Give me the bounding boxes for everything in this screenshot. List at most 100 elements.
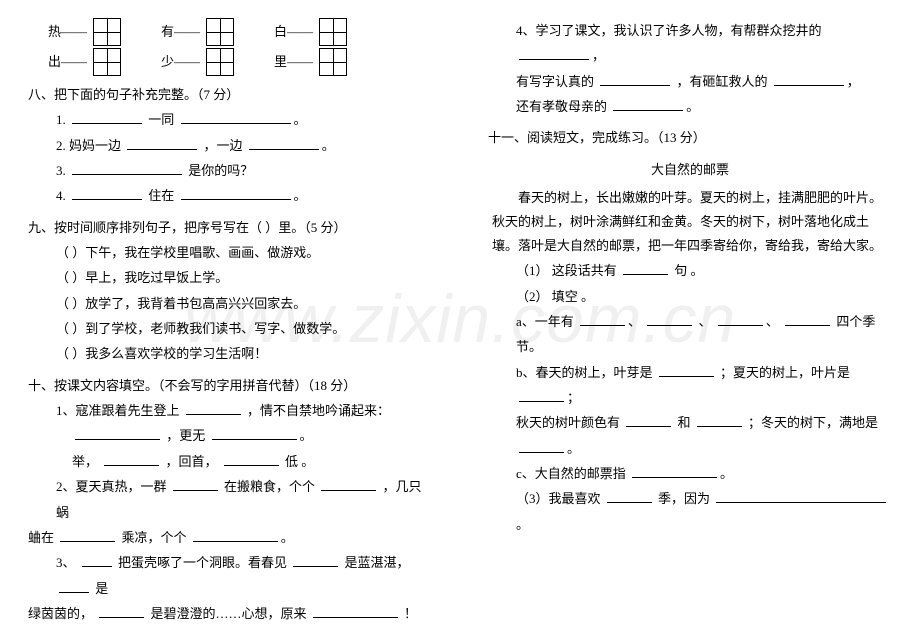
q8-3: 3. 是你的吗？ <box>28 158 432 183</box>
text: 2、夏天真热，一群 <box>56 479 167 494</box>
text: ，情不自禁地吟诵起来： <box>247 403 390 418</box>
q9-line: （ ）到了学校，老师教我们读书、写字、做数学。 <box>28 316 432 341</box>
q10-4b: 有写字认真的 ，有砸缸救人的 ， <box>488 69 892 94</box>
q11-2b: b、春天的树上，叶芽是 ；夏天的树上，叶片是 ； <box>488 360 892 411</box>
blank <box>186 401 241 415</box>
text: 和 <box>678 415 691 430</box>
box-label: 出—— <box>48 49 87 74</box>
blank <box>212 426 297 440</box>
text: 季，因为 <box>658 491 710 506</box>
q10-3: 3、 把蛋壳啄了一个洞眼。看春见 是蓝湛湛， 是 <box>28 550 432 601</box>
q10-2b: 蛐在 乘凉，个个 。 <box>28 525 432 550</box>
q8-4: 4. 住在 。 <box>28 183 432 208</box>
text: （1） 这段话共有 <box>516 263 617 278</box>
text: （3）我最喜欢 <box>516 491 601 506</box>
blank <box>716 489 886 503</box>
blank <box>580 312 625 326</box>
left-column: 热—— 有—— 白—— 出—— 少—— 里—— 八、把下面的句子补充完整。（7 … <box>0 0 460 637</box>
text: 乘凉，个个 <box>122 530 187 545</box>
text: 住在 <box>148 188 174 203</box>
text: 3. <box>56 163 66 178</box>
tian-grid <box>319 48 347 76</box>
box-label: 热—— <box>48 19 87 44</box>
blank <box>632 464 717 478</box>
box-item: 出—— <box>48 48 121 76</box>
blank <box>519 388 564 402</box>
text: 秋天的树叶颜色有 <box>516 415 620 430</box>
blank <box>82 553 112 567</box>
blank <box>697 413 742 427</box>
section-8-title: 八、把下面的句子补充完整。（7 分） <box>28 82 432 107</box>
tian-grid <box>93 18 121 46</box>
char-box-row-1: 热—— 有—— 白—— <box>28 18 432 46</box>
blank <box>647 312 692 326</box>
text: 是碧澄澄的……心想，原来 <box>151 606 307 621</box>
text: 4. <box>56 188 66 203</box>
q11-2: （2） 填空 。 <box>488 284 892 309</box>
blank <box>659 362 714 376</box>
text: 有写字认真的 <box>516 74 594 89</box>
q8-1: 1. 一同 。 <box>28 107 432 132</box>
q11-3: （3）我最喜欢 季，因为 。 <box>488 486 892 537</box>
text: 举， <box>72 454 98 469</box>
story-title: 大自然的邮票 <box>488 157 892 182</box>
text: 蛐在 <box>28 530 54 545</box>
tian-grid <box>206 48 234 76</box>
text: 1. <box>56 112 66 127</box>
blank <box>607 489 652 503</box>
q10-2: 2、夏天真热，一群 在搬粮食，个个 ，几只蜗 <box>28 474 432 525</box>
blank <box>313 604 398 618</box>
q11-2c: 秋天的树叶颜色有 和 ；冬天的树下，满地是 。 <box>488 410 892 461</box>
blank <box>181 110 291 124</box>
text: 还有孝敬母亲的 <box>516 99 607 114</box>
text: c、大自然的邮票指 <box>516 466 626 481</box>
blank <box>249 135 319 149</box>
box-label: 白—— <box>274 19 313 44</box>
q10-1c: 举， ，回首， 低 。 <box>28 449 432 474</box>
box-item: 白—— <box>274 18 347 46</box>
q9-line: （ ）下午，我在学校里唱歌、画画、做游戏。 <box>28 240 432 265</box>
blank <box>59 578 89 592</box>
blank <box>104 452 159 466</box>
text: 3、 <box>56 555 76 570</box>
blank <box>293 553 338 567</box>
blank <box>613 97 683 111</box>
text: 句 。 <box>674 263 703 278</box>
section-9-title: 九、按时间顺序排列句子，把序号写在（ ）里。（5 分） <box>28 215 432 240</box>
text: b、春天的树上，叶芽是 <box>516 365 653 380</box>
right-column: 4、学习了课文，我认识了许多人物，有帮群众挖井的 ， 有写字认真的 ，有砸缸救人… <box>460 0 920 637</box>
q10-1: 1、寇准跟着先生登上 ，情不自禁地吟诵起来： <box>28 398 432 423</box>
blank <box>72 110 142 124</box>
q10-4c: 还有孝敬母亲的 。 <box>488 94 892 119</box>
tian-grid <box>319 18 347 46</box>
q10-1b: ，更无 。 <box>28 423 432 448</box>
box-item: 热—— <box>48 18 121 46</box>
blank <box>600 71 670 85</box>
text: 绿茵茵的， <box>28 606 93 621</box>
q11-2a: a、一年有 、 、 、 四个季节。 <box>488 309 892 360</box>
box-label: 里—— <box>274 49 313 74</box>
text: ，一边 <box>204 138 243 153</box>
q9-line: （ ）早上，我吃过早饭上学。 <box>28 265 432 290</box>
text: 是 <box>95 581 108 596</box>
text: 是你的吗？ <box>188 163 253 178</box>
blank <box>72 186 142 200</box>
char-box-row-2: 出—— 少—— 里—— <box>28 48 432 76</box>
text: 、 <box>699 314 712 329</box>
q9-line: （ ）我多么喜欢学校的学习生活啊！ <box>28 341 432 366</box>
text: 低 。 <box>285 454 314 469</box>
section-10-title: 十、按课文内容填空。（不会写的字用拼音代替）（18 分） <box>28 373 432 398</box>
blank <box>60 528 115 542</box>
q8-2: 2. 妈妈一边 ，一边 。 <box>28 133 432 158</box>
blank <box>193 528 278 542</box>
box-label: 有—— <box>161 19 200 44</box>
section-11-title: 十一、阅读短文，完成练习。（13 分） <box>488 125 892 150</box>
blank <box>99 604 144 618</box>
text: ，回首， <box>166 454 218 469</box>
blank <box>774 71 844 85</box>
text: ！ <box>404 606 417 621</box>
text: 把蛋壳啄了一个洞眼。看春见 <box>118 555 287 570</box>
q10-3b: 绿茵茵的， 是碧澄澄的……心想，原来 ！ <box>28 601 432 626</box>
text: 是蓝湛湛， <box>345 555 410 570</box>
box-item: 里—— <box>274 48 347 76</box>
